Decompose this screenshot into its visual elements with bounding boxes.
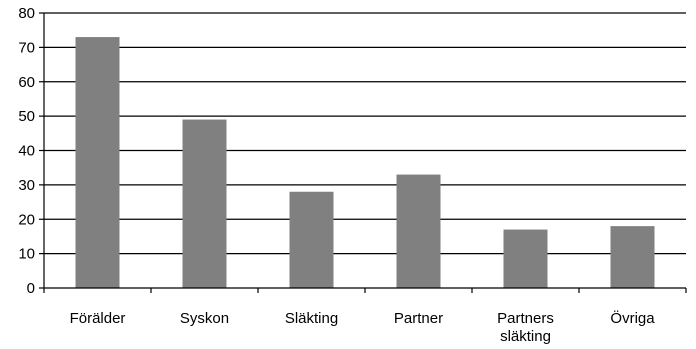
- x-axis-category-labels: Förälder Syskon Släkting Partner Partnersslä…: [70, 309, 656, 345]
- x-category-label: Partner: [394, 310, 443, 327]
- y-tick-label: 50: [18, 108, 35, 125]
- x-category-label: Syskon: [180, 310, 229, 327]
- x-category-label: släkting: [500, 328, 551, 345]
- x-category-label: Släkting: [285, 310, 338, 327]
- y-tick-label: 70: [18, 39, 35, 56]
- bar: [289, 191, 334, 288]
- y-tick-label: 80: [18, 5, 35, 22]
- y-axis-tick-labels: 0 10 20 30 40 50 60 70 80: [18, 5, 35, 297]
- y-tick-label: 10: [18, 246, 35, 263]
- bars: [75, 37, 655, 288]
- y-tick-label: 40: [18, 143, 35, 160]
- y-tick-label: 20: [18, 211, 35, 228]
- bar: [610, 226, 655, 288]
- y-tick-label: 60: [18, 74, 35, 91]
- y-tick-label: 30: [18, 177, 35, 194]
- bar: [396, 174, 441, 288]
- axes: [39, 12, 687, 293]
- y-tick-label: 0: [27, 280, 35, 297]
- x-category-label: Partners: [497, 310, 554, 327]
- bar: [503, 229, 548, 288]
- x-category-label: Övriga: [610, 309, 655, 327]
- gridlines: [44, 12, 686, 255]
- bar: [75, 37, 120, 288]
- x-category-label: Förälder: [70, 310, 126, 327]
- bar: [182, 119, 227, 288]
